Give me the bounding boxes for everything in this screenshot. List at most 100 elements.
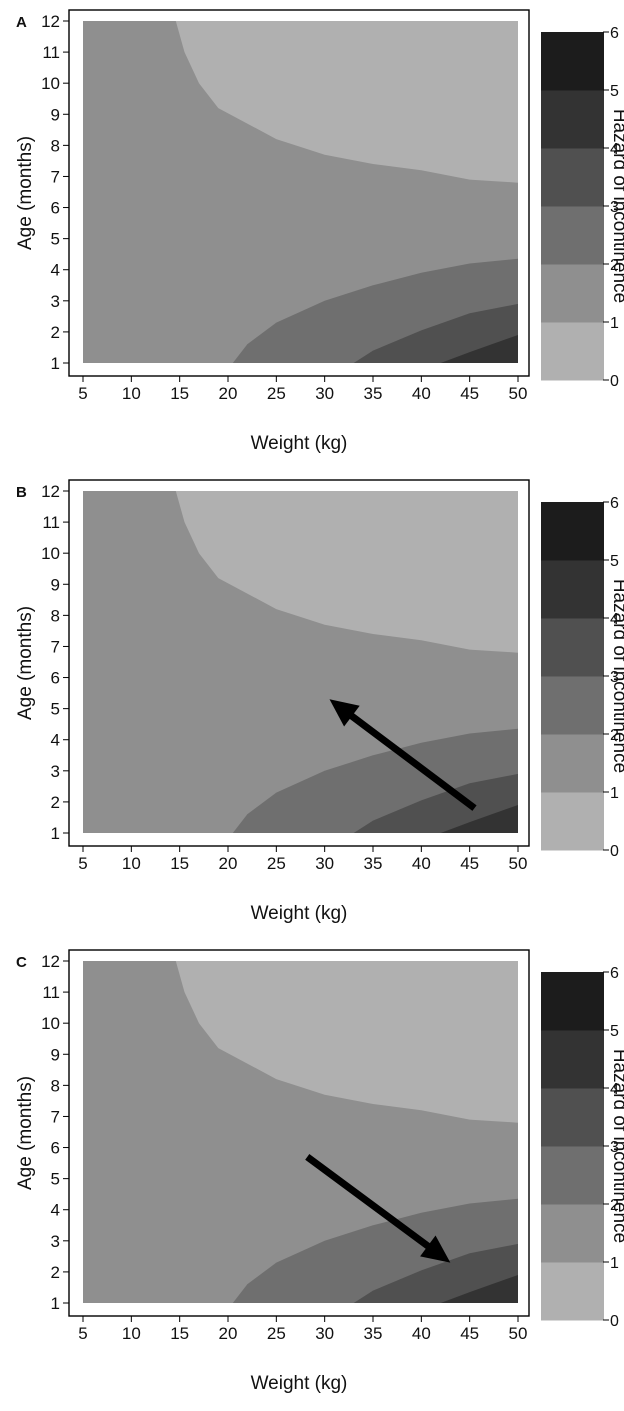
y-tick-label: 11 <box>42 983 60 1002</box>
chart-panel-a: A 1 2 3 4 5 6 7 8 9 10 11 12 5 10 15 20 25 30 35 40 45 50 Weigh… <box>0 0 624 470</box>
chart-panel-c: C 1 2 3 4 5 6 7 8 9 10 11 12 5 10 15 20 25 30 35 40 45 50 Weigh… <box>0 940 624 1410</box>
band-4-5 <box>440 335 518 363</box>
y-tick-label: 8 <box>51 1076 60 1095</box>
x-axis-title: Weight (kg) <box>251 433 348 454</box>
colorbar-tick-label: 1 <box>610 1255 619 1272</box>
x-tick-label: 40 <box>412 384 431 403</box>
y-tick-label: 1 <box>51 354 60 373</box>
band-3-4 <box>353 773 518 833</box>
colorbar-band <box>541 972 604 1031</box>
x-tick-label: 40 <box>412 854 431 873</box>
x-tick-label: 30 <box>315 1324 334 1343</box>
y-tick-label: 4 <box>51 731 60 750</box>
y-tick-label: 10 <box>41 1014 60 1033</box>
x-tick-label: 45 <box>460 384 479 403</box>
y-tick-label: 2 <box>51 323 60 342</box>
y-tick-label: 8 <box>51 136 60 155</box>
y-tick-label: 12 <box>41 952 60 971</box>
y-tick-label: 3 <box>51 1232 60 1251</box>
x-tick-label: 15 <box>170 1324 189 1343</box>
x-tick-label: 15 <box>170 854 189 873</box>
x-tick-label: 25 <box>267 1324 286 1343</box>
x-tick-label: 20 <box>219 854 238 873</box>
band-0-1 <box>175 21 519 183</box>
colorbar-band <box>541 502 604 561</box>
colorbar-tick-label: 4 <box>610 1081 619 1098</box>
x-axis-title: Weight (kg) <box>251 903 348 924</box>
y-tick-label: 6 <box>51 199 60 218</box>
colorbar-tick-label: 4 <box>610 141 619 158</box>
y-tick-label: 7 <box>51 1107 60 1126</box>
y-axis-title: Age (months) <box>15 136 36 250</box>
colorbar-tick-label: 0 <box>610 1313 619 1330</box>
x-tick-label: 20 <box>219 1324 238 1343</box>
band-0-1 <box>175 961 519 1123</box>
x-tick-label: 35 <box>364 854 383 873</box>
x-tick-label: 30 <box>315 854 334 873</box>
x-tick-label: 5 <box>78 1324 87 1343</box>
y-tick-label: 9 <box>51 105 60 124</box>
y-tick-label: 3 <box>51 292 60 311</box>
x-tick-label: 45 <box>460 854 479 873</box>
y-axis-title: Age (months) <box>15 1076 36 1190</box>
y-tick-label: 4 <box>51 261 60 280</box>
y-tick-label: 5 <box>51 230 60 249</box>
colorbar-tick-label: 6 <box>610 495 619 512</box>
x-tick-label: 10 <box>122 1324 141 1343</box>
y-tick-label: 5 <box>51 1170 60 1189</box>
colorbar-tick-label: 5 <box>610 83 619 100</box>
colorbar-band <box>541 206 604 265</box>
y-tick-label: 6 <box>51 669 60 688</box>
arrow-head <box>420 1235 451 1263</box>
x-tick-label: 25 <box>267 854 286 873</box>
colorbar-tick-label: 3 <box>610 669 619 686</box>
colorbar-band <box>541 676 604 735</box>
x-tick-label: 15 <box>170 384 189 403</box>
x-tick-label: 50 <box>509 384 528 403</box>
colorbar-tick-label: 6 <box>610 25 619 42</box>
colorbar-band <box>541 1262 604 1321</box>
colorbar-band <box>541 618 604 677</box>
y-tick-label: 2 <box>51 1263 60 1282</box>
colorbar-title: Hazard of incontinence <box>609 579 624 773</box>
arrow-shaft <box>348 712 477 811</box>
y-tick-label: 9 <box>51 575 60 594</box>
colorbar-tick-label: 5 <box>610 553 619 570</box>
y-axis-title: Age (months) <box>15 606 36 720</box>
trend-arrow <box>329 699 477 811</box>
colorbar-title: Hazard of incontinence <box>609 1049 624 1243</box>
band-4-5 <box>440 805 518 833</box>
colorbar-band <box>541 1204 604 1263</box>
colorbar-band <box>541 322 604 381</box>
x-tick-label: 50 <box>509 1324 528 1343</box>
colorbar-tick-label: 1 <box>610 315 619 332</box>
panel-label: A <box>16 14 27 31</box>
y-tick-label: 2 <box>51 793 60 812</box>
x-tick-label: 45 <box>460 1324 479 1343</box>
y-tick-label: 11 <box>42 43 60 62</box>
band-4-5 <box>440 1275 518 1303</box>
colorbar-band <box>541 1146 604 1205</box>
x-tick-label: 5 <box>78 854 87 873</box>
x-axis-title: Weight (kg) <box>251 1373 348 1394</box>
colorbar-band <box>541 148 604 207</box>
band-3-4 <box>353 1243 518 1303</box>
panel-label: B <box>16 484 27 501</box>
y-tick-label: 7 <box>51 637 60 656</box>
band-0-1 <box>175 491 519 653</box>
panel-label: C <box>16 954 27 971</box>
colorbar-tick-label: 2 <box>610 727 619 744</box>
y-tick-label: 4 <box>51 1201 60 1220</box>
y-tick-label: 7 <box>51 167 60 186</box>
colorbar-band <box>541 560 604 619</box>
y-tick-label: 12 <box>41 12 60 31</box>
x-tick-label: 35 <box>364 1324 383 1343</box>
arrow-head <box>329 699 360 727</box>
x-tick-label: 25 <box>267 384 286 403</box>
x-tick-label: 50 <box>509 854 528 873</box>
x-tick-label: 30 <box>315 384 334 403</box>
y-tick-label: 5 <box>51 700 60 719</box>
colorbar-band <box>541 1088 604 1147</box>
x-tick-label: 40 <box>412 1324 431 1343</box>
